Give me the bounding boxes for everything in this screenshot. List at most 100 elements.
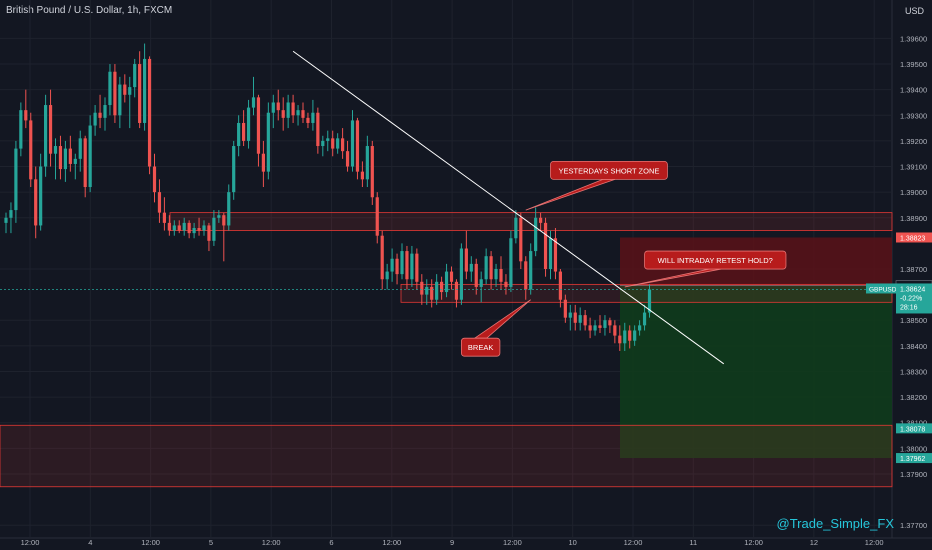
candle-body (469, 263, 473, 272)
candle-body (415, 253, 419, 282)
price-axis[interactable]: 1.39600 1.39500 1.39400 1.39300 1.39200 1.391… (866, 34, 932, 530)
candle-body (113, 71, 117, 116)
time-axis[interactable]: 12:00 4 12:00 5 12:00 6 12:00 9 12:00 10 12:00 11 12… (21, 538, 884, 547)
price-tick-label: 1.38300 (900, 367, 927, 376)
candle-body (331, 138, 335, 149)
time-tick-label: 4 (88, 538, 92, 547)
candle-body (400, 251, 404, 275)
candle-body (623, 330, 627, 344)
candle-body (326, 138, 330, 141)
candle-body (197, 228, 201, 231)
price-tick-label: 1.37900 (900, 470, 927, 479)
price-tag-bg (896, 232, 932, 243)
candle-body (395, 258, 399, 275)
candle-body (440, 281, 444, 293)
candle-body (316, 112, 320, 147)
candle-body (192, 228, 196, 234)
candle-body (321, 140, 325, 147)
candle-body (558, 271, 562, 300)
callout-box (460, 337, 501, 357)
callout-pointer (473, 299, 531, 339)
take-profit-zone (620, 285, 892, 459)
time-tick-label: 12:00 (382, 538, 401, 547)
drawings (0, 50, 892, 365)
candle-body (341, 138, 345, 152)
candle-body (281, 110, 285, 118)
price-tick-label: 1.38900 (900, 214, 927, 223)
candle-body (88, 125, 92, 188)
candle-body (217, 215, 221, 218)
price-tick-label: 1.38700 (900, 265, 927, 274)
candle-body (291, 102, 295, 116)
candle-body (608, 320, 612, 326)
callout-pointer (525, 179, 616, 211)
time-tick-label: 10 (569, 538, 577, 547)
candle-body (484, 256, 488, 280)
middle-zone (400, 283, 893, 303)
candle-body (251, 97, 256, 108)
candle-body (449, 271, 454, 282)
candle-body (499, 269, 503, 282)
candle-body (63, 148, 67, 170)
candle-body (311, 112, 315, 123)
callout-text: YESTERDAYS SHORT ZONE (559, 166, 660, 175)
price-tag-line: 28:16 (900, 304, 918, 311)
time-tick-label: 5 (209, 538, 213, 547)
candle-body (479, 279, 483, 287)
candle-body (108, 71, 112, 106)
price-tag-line: 1.38624 (900, 286, 925, 293)
candle-body (172, 225, 176, 231)
candle-body (68, 148, 72, 164)
current-price-tag: GBPUSD 1.38624 -0.22% 28:16 (866, 283, 932, 314)
candle-body (430, 286, 434, 300)
candle-body (583, 315, 587, 326)
candle-body (588, 325, 592, 331)
candle-body (4, 217, 8, 223)
candle-body (543, 222, 548, 269)
price-tick-label: 1.39100 (900, 163, 927, 172)
candle-body (345, 151, 350, 167)
candle-body (128, 87, 132, 95)
candle-body (524, 261, 528, 290)
candle-body (375, 197, 379, 236)
callout-text: WILL INTRADAY RETEST HOLD? (658, 256, 773, 265)
candle-body (202, 225, 206, 231)
time-tick-label: 9 (450, 538, 454, 547)
candle-body (494, 269, 498, 280)
candle-body (459, 248, 463, 300)
candle-body (48, 105, 53, 154)
price-tick-label: 1.38400 (900, 342, 927, 351)
candle-body (647, 289, 652, 313)
time-tick-label: 12:00 (262, 538, 281, 547)
candle-body (578, 315, 582, 323)
price-tag-bg (896, 453, 932, 464)
candle-body (227, 192, 231, 226)
price-tag-line: -0.22% (900, 295, 922, 302)
candle-body (410, 253, 414, 280)
candle-body (9, 210, 13, 218)
lower-zone (0, 424, 893, 488)
candle-body (504, 281, 508, 287)
candle-body (152, 166, 157, 193)
candle-body (261, 153, 265, 172)
candle-body (133, 64, 137, 88)
candle-body (489, 256, 493, 280)
candle-body (613, 325, 617, 336)
candle-body (568, 312, 572, 318)
candle-body (534, 217, 538, 252)
candle-body (29, 120, 33, 180)
price-tag-text: 1.37962 (900, 456, 925, 463)
time-tick-label: 11 (689, 538, 697, 547)
candle-body (44, 105, 48, 167)
candle-body (553, 238, 558, 272)
position-zones (620, 237, 892, 459)
candles (4, 43, 652, 351)
candle-body (593, 325, 597, 331)
candle-body (212, 217, 216, 241)
candle-body (435, 281, 439, 300)
candle-body (58, 146, 63, 170)
callout-box (550, 160, 668, 180)
price-tick-label: 1.39000 (900, 188, 927, 197)
price-tick-label: 1.39400 (900, 86, 927, 95)
